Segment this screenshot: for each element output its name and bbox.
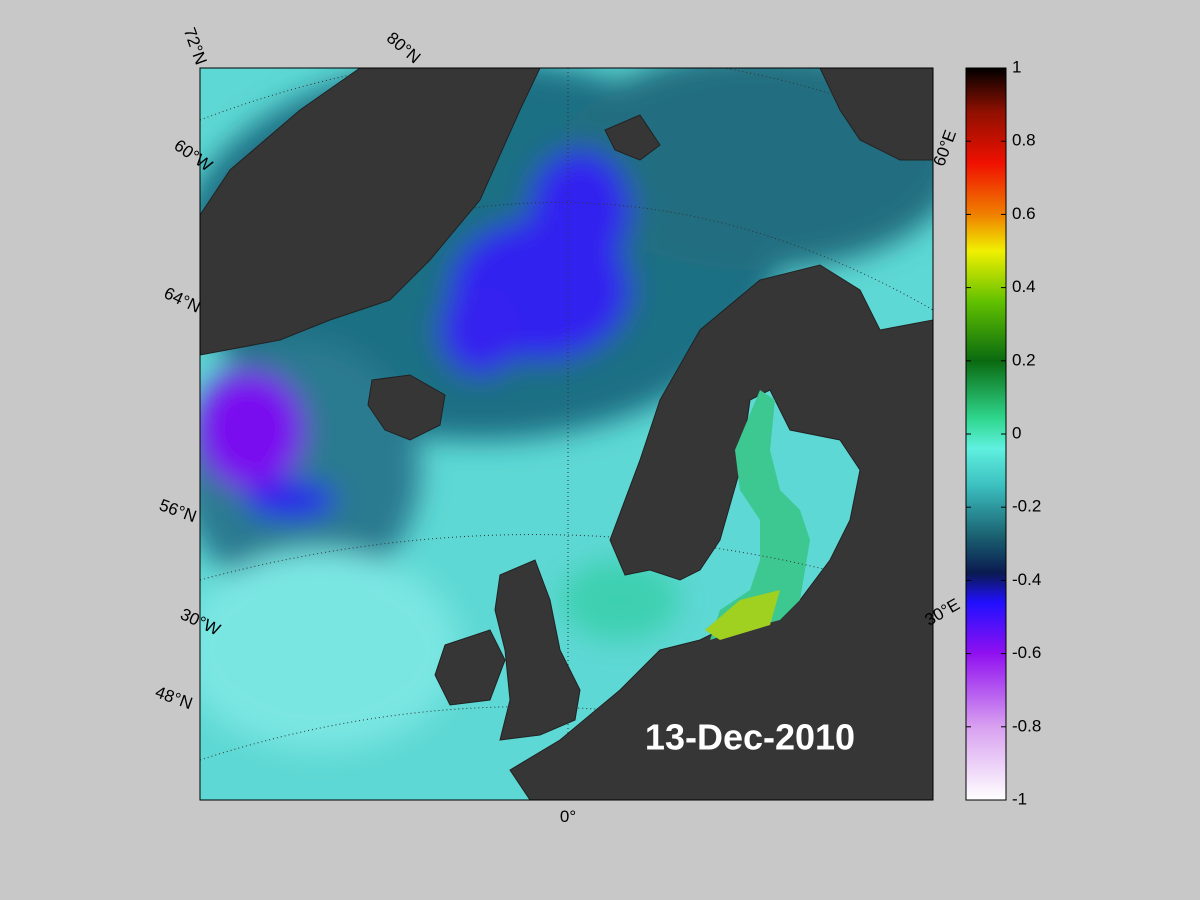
date-label: 13-Dec-2010 <box>645 717 855 758</box>
graticule-label: 80°N <box>383 28 424 67</box>
colorbar-tick-label: 0.4 <box>1012 277 1036 296</box>
graticule-label: 60°E <box>930 127 961 168</box>
colorbar-tick-label: 0.6 <box>1012 204 1036 223</box>
graticule-label: 72°N <box>180 25 211 67</box>
colorbar <box>965 67 1007 801</box>
graticule-label: 0° <box>560 807 576 826</box>
colorbar-tick-label: 0.8 <box>1012 131 1036 150</box>
graticule-label: 48°N <box>153 682 195 713</box>
graticule-label: 56°N <box>157 495 199 526</box>
baltic-south <box>705 590 780 640</box>
graticule <box>200 68 933 800</box>
map-frame <box>199 67 934 801</box>
baltic-sea <box>710 390 810 640</box>
colorbar-tick-label: -1 <box>1012 789 1027 808</box>
graticule-label: 64°N <box>161 283 203 316</box>
colorbar-tick-label: 0 <box>1012 423 1021 442</box>
colorbar-tick-label: -0.6 <box>1012 643 1041 662</box>
colorbar-tick-label: 0.2 <box>1012 350 1036 369</box>
colorbar-tick-label: 1 <box>1012 57 1021 76</box>
land <box>200 68 933 800</box>
map-field <box>200 68 933 800</box>
colorbar-tick-label: -0.8 <box>1012 716 1041 735</box>
colorbar-tick-label: -0.4 <box>1012 570 1041 589</box>
colorbar-tick-label: -0.2 <box>1012 497 1041 516</box>
